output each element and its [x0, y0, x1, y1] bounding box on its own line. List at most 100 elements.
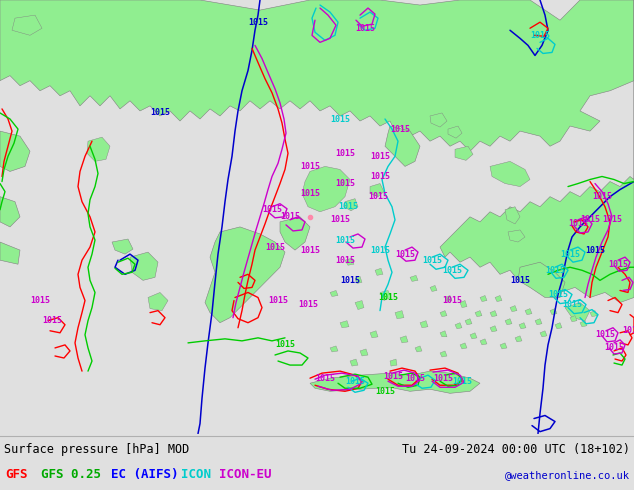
Polygon shape: [0, 196, 20, 227]
Text: 1015: 1015: [433, 374, 453, 383]
Text: 1015: 1015: [608, 260, 628, 269]
Polygon shape: [330, 346, 338, 352]
Text: 1015: 1015: [442, 296, 462, 305]
Polygon shape: [475, 311, 482, 317]
Text: 1015: 1015: [585, 245, 605, 255]
Polygon shape: [430, 113, 447, 127]
Polygon shape: [410, 275, 418, 281]
Polygon shape: [370, 184, 384, 196]
Text: 1015: 1015: [300, 189, 320, 198]
Polygon shape: [465, 318, 472, 325]
Text: 1015: 1015: [580, 215, 600, 224]
Text: 1015: 1015: [595, 330, 615, 339]
Polygon shape: [555, 323, 562, 329]
Text: 1015: 1015: [275, 341, 295, 349]
Polygon shape: [525, 309, 532, 315]
Text: 1015: 1015: [335, 236, 355, 245]
Polygon shape: [350, 359, 358, 366]
Polygon shape: [455, 323, 462, 329]
Text: 1015: 1015: [370, 245, 390, 255]
Polygon shape: [500, 343, 507, 349]
Polygon shape: [400, 336, 408, 343]
Polygon shape: [440, 311, 447, 317]
Polygon shape: [470, 333, 477, 339]
Text: 1015: 1015: [442, 266, 462, 275]
Polygon shape: [590, 311, 597, 317]
Polygon shape: [12, 15, 42, 35]
Text: 1015: 1015: [345, 377, 365, 386]
Text: GFS: GFS: [5, 468, 27, 481]
Text: ICON: ICON: [181, 468, 210, 481]
Polygon shape: [0, 242, 20, 264]
Text: Surface pressure [hPa] MOD: Surface pressure [hPa] MOD: [4, 443, 190, 456]
Text: @weatheronline.co.uk: @weatheronline.co.uk: [505, 470, 630, 480]
Polygon shape: [518, 262, 565, 297]
Polygon shape: [205, 227, 285, 323]
Polygon shape: [510, 306, 517, 312]
Text: 1015: 1015: [42, 316, 62, 325]
Text: 1015: 1015: [335, 256, 355, 265]
Text: 1015: 1015: [560, 249, 580, 259]
Polygon shape: [0, 0, 634, 151]
Polygon shape: [280, 217, 310, 250]
Polygon shape: [505, 318, 512, 325]
Text: 1015: 1015: [545, 266, 565, 275]
Polygon shape: [580, 320, 587, 327]
Text: 1015: 1015: [340, 276, 360, 285]
Polygon shape: [130, 252, 158, 280]
Text: 1015: 1015: [300, 162, 320, 171]
Text: 1015: 1015: [335, 149, 355, 158]
Polygon shape: [430, 285, 437, 292]
Text: 1015: 1015: [592, 192, 612, 201]
Polygon shape: [540, 331, 547, 337]
Text: 1015: 1015: [548, 290, 568, 299]
Polygon shape: [112, 239, 133, 254]
Text: 1015: 1015: [315, 374, 335, 383]
Polygon shape: [460, 343, 467, 349]
Text: 1015: 1015: [452, 377, 472, 386]
Text: 1015: 1015: [330, 215, 350, 224]
Polygon shape: [440, 351, 447, 357]
Polygon shape: [519, 323, 526, 329]
Text: 1015: 1015: [375, 387, 395, 396]
Text: 1015: 1015: [378, 293, 398, 302]
Polygon shape: [448, 126, 462, 138]
Polygon shape: [148, 293, 168, 311]
Text: 1015: 1015: [262, 205, 282, 214]
Text: 1015: 1015: [265, 243, 285, 251]
Polygon shape: [330, 291, 338, 296]
Text: 1015: 1015: [395, 249, 415, 259]
Polygon shape: [535, 318, 542, 325]
Polygon shape: [370, 331, 378, 338]
Polygon shape: [345, 258, 354, 265]
Text: 1015: 1015: [510, 276, 530, 285]
Polygon shape: [395, 311, 404, 319]
Polygon shape: [344, 198, 358, 211]
Polygon shape: [355, 300, 364, 310]
Polygon shape: [480, 295, 487, 301]
Polygon shape: [0, 131, 30, 172]
Polygon shape: [550, 309, 557, 315]
Text: 1015: 1015: [368, 192, 388, 201]
Text: 1015: 1015: [562, 300, 582, 309]
Text: 1015: 1015: [530, 31, 550, 40]
Polygon shape: [480, 339, 487, 345]
Polygon shape: [445, 295, 452, 301]
Polygon shape: [490, 161, 530, 187]
Text: 1015: 1015: [30, 296, 50, 305]
Polygon shape: [440, 0, 634, 302]
Text: 1015: 1015: [622, 326, 634, 335]
Polygon shape: [385, 126, 420, 167]
Polygon shape: [360, 349, 368, 356]
Polygon shape: [440, 331, 447, 337]
Text: 1015: 1015: [330, 115, 350, 123]
Polygon shape: [455, 146, 473, 160]
Polygon shape: [415, 346, 422, 352]
Polygon shape: [490, 311, 497, 317]
Text: 1015: 1015: [390, 124, 410, 134]
Polygon shape: [570, 316, 577, 322]
Polygon shape: [420, 320, 428, 328]
Polygon shape: [490, 326, 497, 332]
Text: 1015: 1015: [298, 300, 318, 309]
Text: 1015: 1015: [335, 179, 355, 188]
